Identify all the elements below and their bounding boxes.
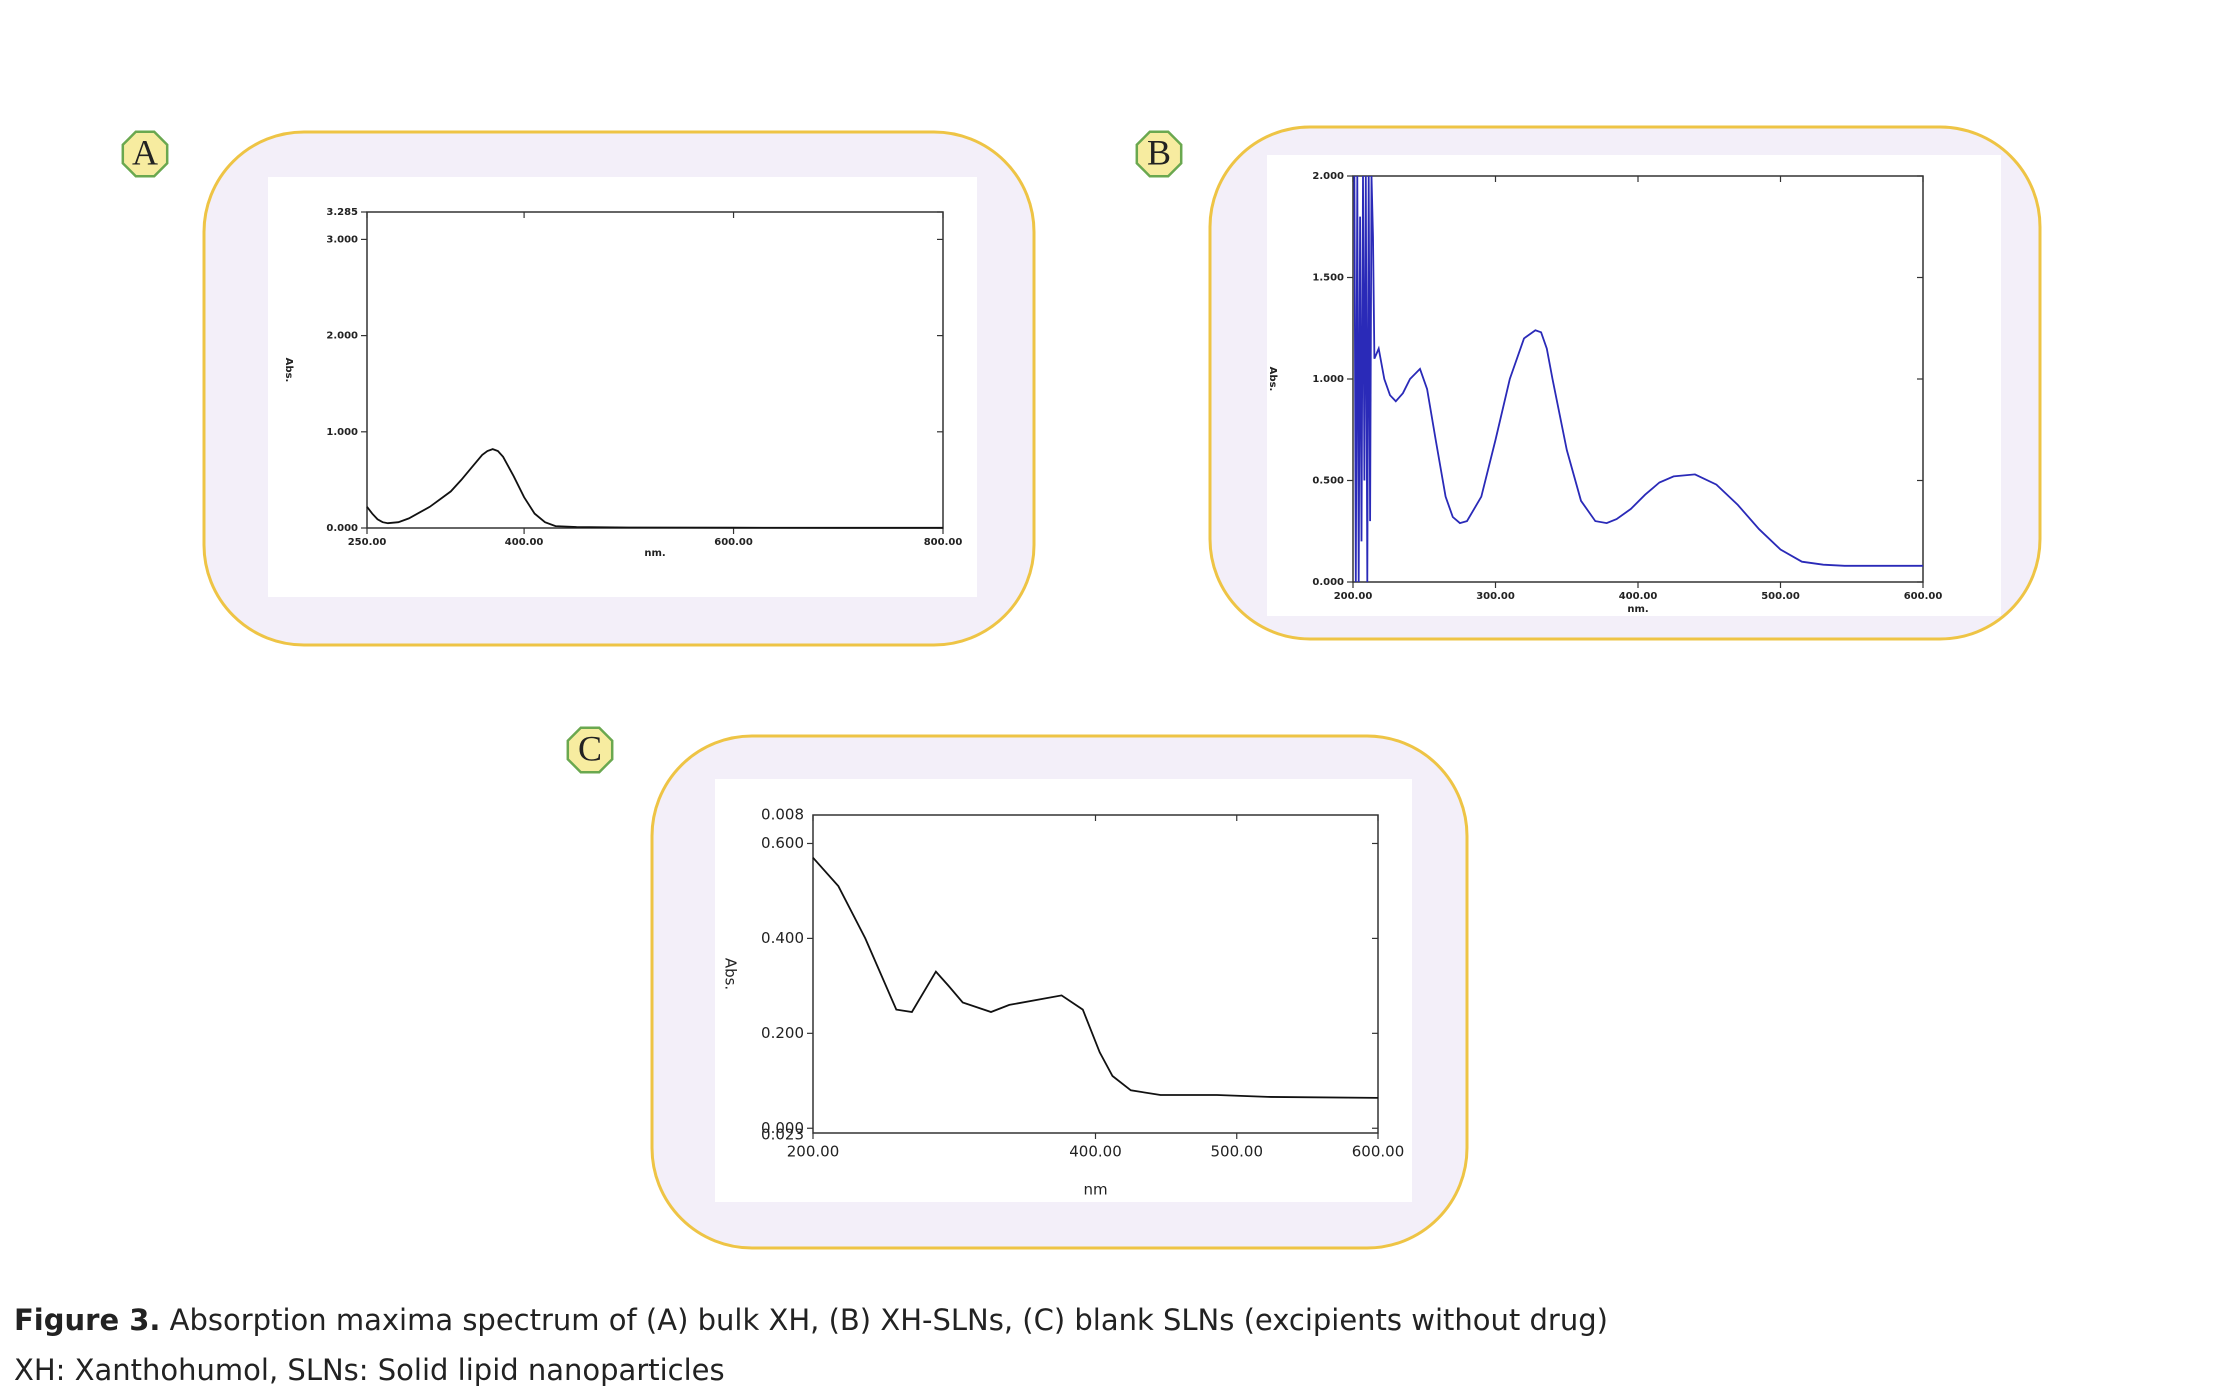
y-tick-label: 1.000 — [326, 427, 358, 438]
x-tick-label: 500.00 — [1761, 591, 1800, 602]
panel-badge — [1135, 130, 1183, 178]
panel-letter: C — [578, 728, 602, 768]
y-axis-label: Abs. — [1267, 367, 1278, 392]
caption-text: Absorption maxima spectrum of (A) bulk X… — [160, 1303, 1608, 1337]
spectrum-line — [1353, 175, 1923, 583]
x-tick-label: 200.00 — [787, 1143, 840, 1161]
caption-note: XH: Xanthohumol, SLNs: Solid lipid nanop… — [14, 1353, 725, 1386]
x-tick-label: 200.00 — [1334, 591, 1373, 602]
spectrum-line — [812, 857, 1379, 1099]
x-axis-label: nm. — [1627, 604, 1648, 615]
y-end-label: 0.023 — [761, 1126, 804, 1144]
y-tick-label: 0.000 — [1312, 577, 1344, 588]
plot-background — [715, 779, 1412, 1202]
y-tick-label: 0.500 — [1312, 476, 1344, 487]
panel-letter: A — [132, 132, 158, 172]
y-tick-label: 2.000 — [326, 331, 358, 342]
x-tick-label: 500.00 — [1211, 1143, 1264, 1161]
y-tick-label: 3.285 — [326, 207, 358, 218]
panel-letter: B — [1147, 132, 1171, 172]
panel: C 0.000 0.200 0.400 0.600 0.023 0.008 200.00 400… — [566, 726, 1469, 1250]
caption-label: Figure 3. — [14, 1303, 160, 1337]
panel: A 0.000 1.000 2.000 3.000 3.285 250.00 400.00 60… — [121, 130, 1036, 647]
x-tick-label: 800.00 — [924, 537, 963, 548]
y-end-label: 0.008 — [761, 806, 804, 824]
x-tick-label: 600.00 — [714, 537, 753, 548]
y-tick-label: 3.000 — [326, 234, 358, 245]
y-tick-label: 2.000 — [1312, 171, 1344, 182]
x-tick-label: 400.00 — [1619, 591, 1658, 602]
y-tick-label: 0.000 — [326, 523, 358, 534]
y-tick-label: 0.000 — [761, 1119, 804, 1137]
y-tick-label: 1.000 — [1312, 374, 1344, 385]
x-tick-label: 600.00 — [1352, 1143, 1405, 1161]
y-axis-label: Abs. — [722, 958, 740, 990]
panel-badge — [121, 130, 169, 178]
panel: B 0.000 0.500 1.000 1.500 2.000 200.00 300.00 40… — [1135, 125, 2042, 641]
y-tick-label: 0.600 — [761, 834, 804, 852]
caption: Figure 3. Absorption maxima spectrum of … — [14, 1303, 1608, 1337]
x-axis-label: nm. — [644, 548, 665, 559]
panel-badge — [566, 726, 614, 774]
y-axis-label: Abs. — [283, 358, 294, 383]
x-tick-label: 400.00 — [1069, 1143, 1122, 1161]
y-tick-label: 1.500 — [1312, 273, 1344, 284]
plot-background — [1267, 155, 2001, 616]
x-tick-label: 400.00 — [505, 537, 544, 548]
x-tick-label: 300.00 — [1476, 591, 1515, 602]
x-tick-label: 250.00 — [348, 537, 387, 548]
y-tick-label: 0.200 — [761, 1024, 804, 1042]
plot-background — [268, 177, 977, 597]
x-axis-label: nm — [1083, 1181, 1107, 1199]
spectrum-line — [366, 448, 943, 529]
y-tick-label: 0.400 — [761, 929, 804, 947]
x-tick-label: 600.00 — [1904, 591, 1943, 602]
